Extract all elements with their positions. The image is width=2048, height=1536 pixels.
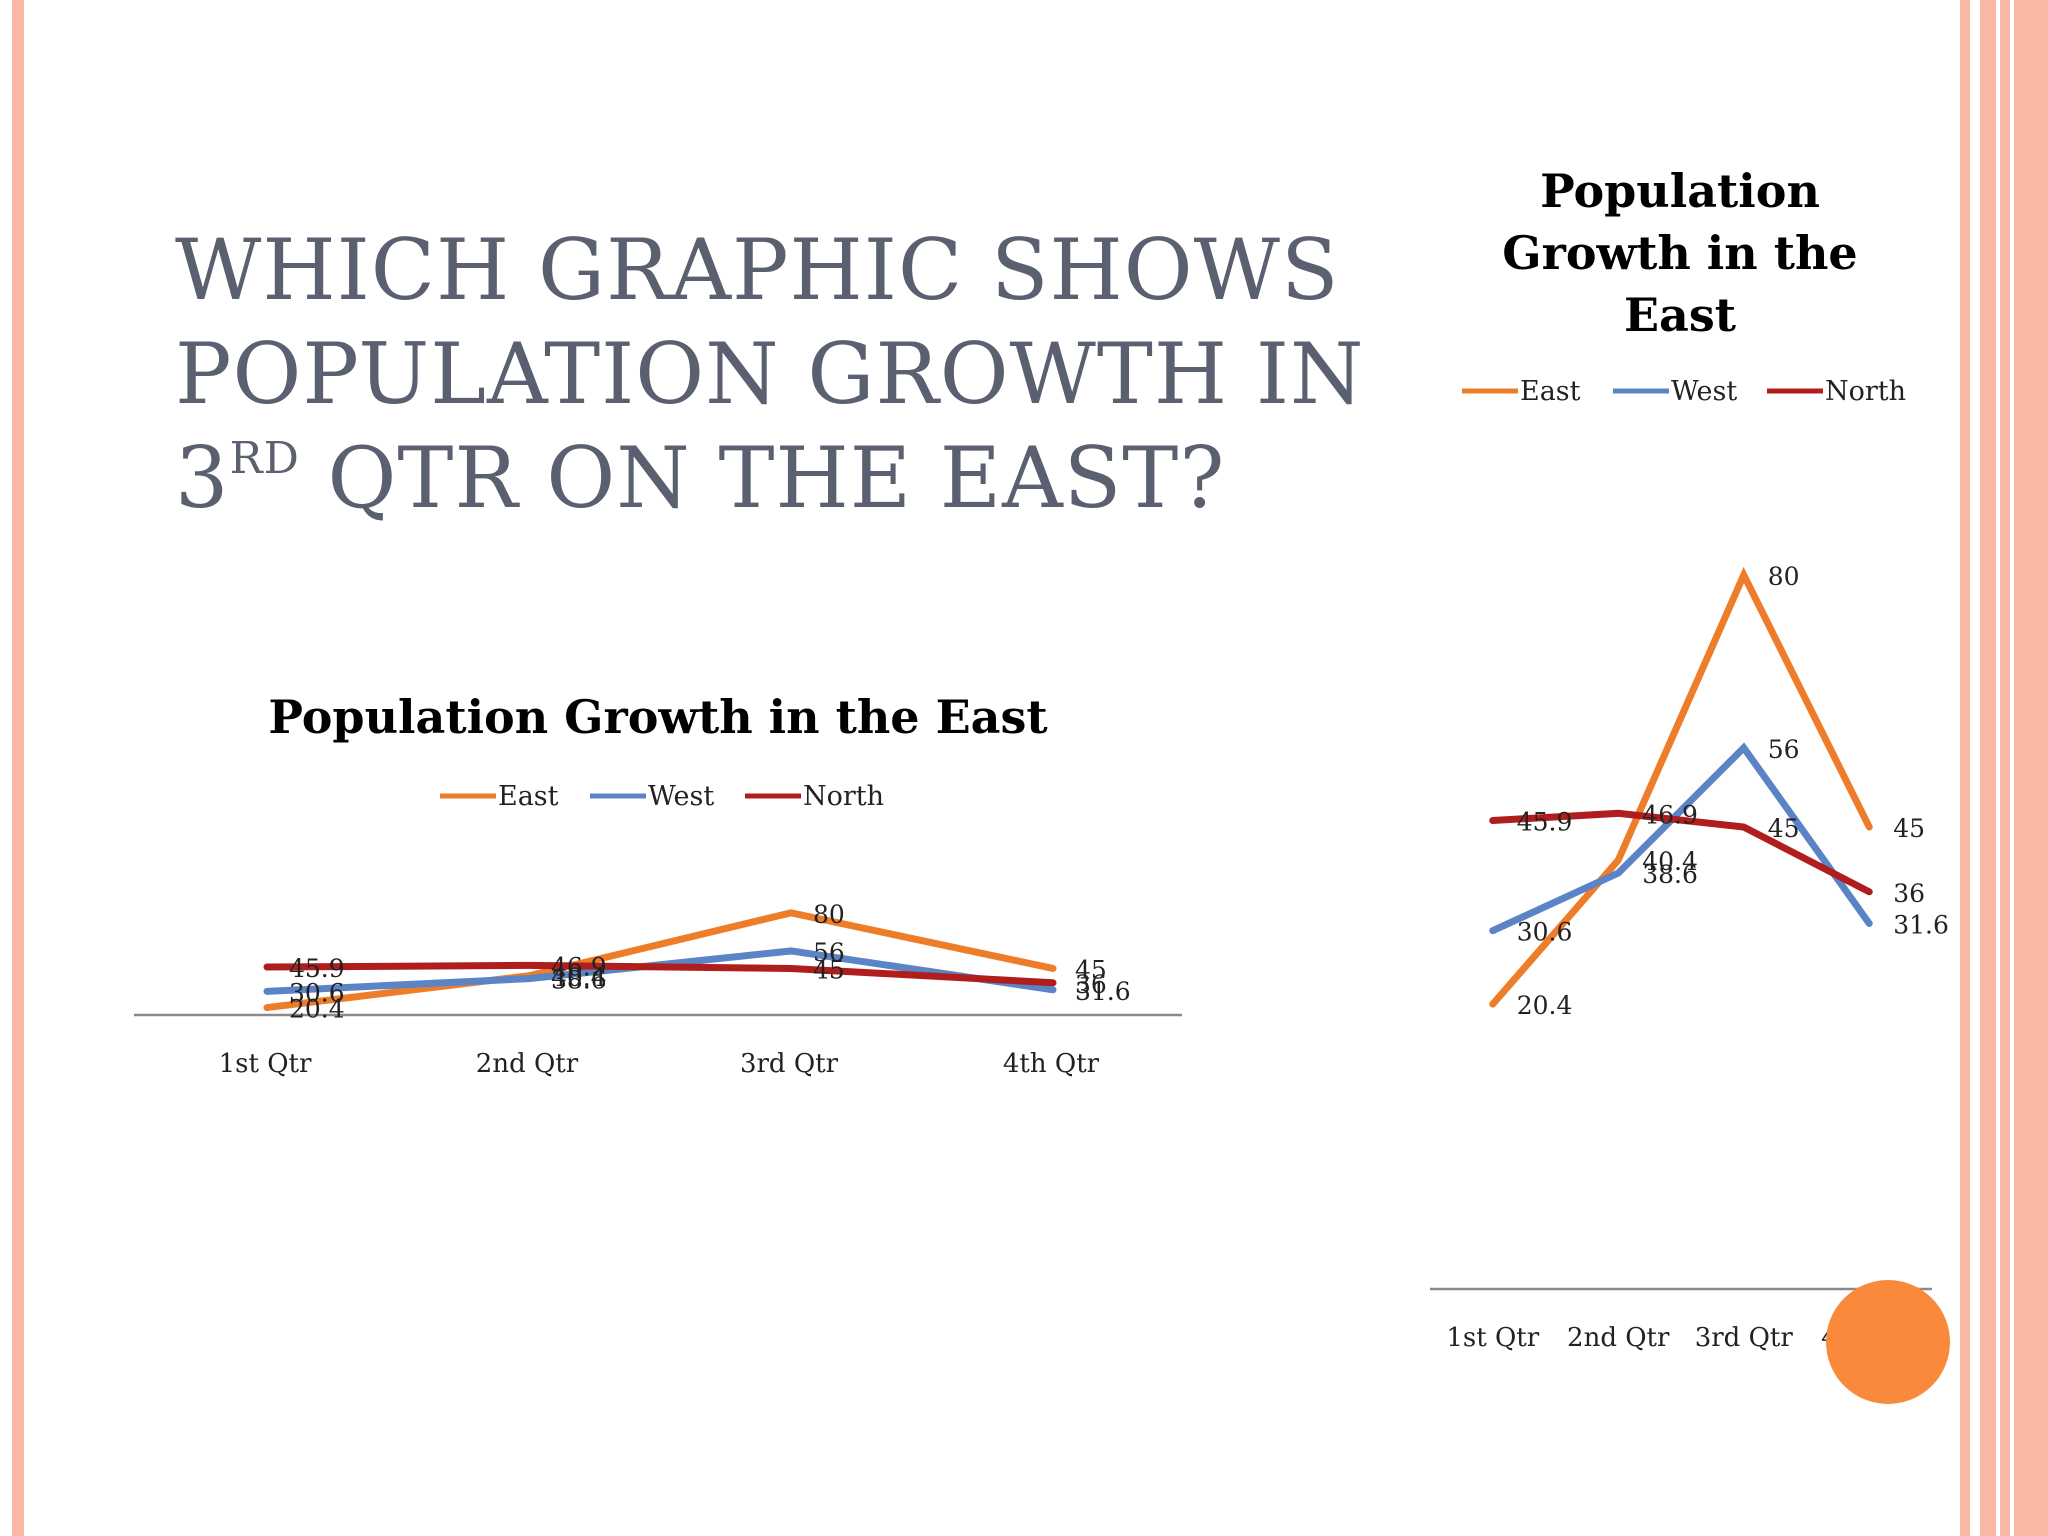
chart2-legend-label-north: North: [1825, 376, 1906, 407]
chart1-data-label-north: 36: [1075, 970, 1107, 999]
chart2-legend-label-west: West: [1671, 376, 1737, 407]
slide-border-left: [12, 0, 24, 1536]
chart1-data-label-east: 80: [813, 900, 845, 929]
slide-border-right-inner: [1960, 0, 1970, 1536]
chart1-data-label-north: 45.9: [289, 954, 345, 983]
chart-wide: Population Growth in the East East West Nor…: [134, 690, 1182, 1079]
chart2-data-label-north: 46.9: [1642, 800, 1698, 829]
slide-border-right-gap-2: [2010, 0, 2014, 1536]
chart1-data-label-east: 40.4: [551, 963, 607, 992]
chart2-data-label-north: 45.9: [1517, 808, 1573, 837]
slide-border-right-outer: [1980, 0, 2048, 1536]
chart2-data-label-east: 80: [1768, 562, 1800, 591]
chart2-title: East: [1624, 288, 1737, 342]
chart1-title: Population Growth in the East: [268, 690, 1048, 744]
chart-tall: Population Growth in the East East West North…: [1430, 164, 1949, 1353]
chart2-series-line-north: [1489, 809, 1873, 896]
slide-title-end: QTR ON THE EAST?: [299, 429, 1226, 527]
chart1-x-tick-label: 1st Qtr: [219, 1049, 312, 1079]
chart1-x-tick-label: 4th Qtr: [1003, 1049, 1100, 1079]
chart1-x-tick-label: 2nd Qtr: [476, 1049, 579, 1079]
chart2-data-label-west: 38.6: [1642, 860, 1698, 889]
chart1-x-tick-label: 3rd Qtr: [740, 1049, 839, 1079]
chart2-data-label-west: 30.6: [1517, 918, 1573, 947]
slide-border-right-gap: [1996, 0, 2000, 1536]
chart2-x-tick-label: 1st Qtr: [1446, 1323, 1539, 1353]
chart2-series-line-east: [1489, 566, 1873, 1008]
slide-title-superscript: RD: [229, 433, 300, 484]
chart1-data-label-east: 45: [1075, 955, 1107, 984]
chart2-legend-label-east: East: [1520, 376, 1581, 407]
chart2-x-tick-label: 3rd Qtr: [1695, 1323, 1794, 1353]
chart1-series-line-west: [263, 947, 1057, 995]
highlight-circle: [1826, 1280, 1950, 1404]
chart1-data-label-west: 31.6: [1075, 977, 1131, 1006]
chart1-data-label-north: 46.9: [551, 952, 607, 981]
chart2-data-label-east: 45: [1893, 814, 1925, 843]
chart1-data-label-north: 45: [813, 955, 845, 984]
chart1-legend-label-east: East: [498, 781, 559, 812]
chart1-series-line-east: [263, 909, 1057, 1012]
chart2-data-label-north: 45: [1768, 814, 1800, 843]
chart1-data-label-west: 38.6: [551, 966, 607, 995]
chart1-series-line-north: [263, 961, 1057, 987]
chart2-x-tick-label: 2nd Qtr: [1567, 1323, 1670, 1353]
chart2-title: Growth in the: [1502, 226, 1857, 280]
chart2-data-label-north: 36: [1893, 879, 1925, 908]
chart2-series-line-west: [1489, 742, 1873, 935]
chart1-data-label-east: 20.4: [289, 995, 345, 1024]
chart1-legend-label-west: West: [648, 781, 714, 812]
slide-title-main: WHICH GRAPHIC SHOWS POPULATION GROWTH IN…: [175, 221, 1365, 527]
chart2-data-label-east: 20.4: [1517, 991, 1573, 1020]
chart1-legend-label-north: North: [803, 781, 884, 812]
chart2-data-label-west: 56: [1768, 735, 1800, 764]
slide-title: WHICH GRAPHIC SHOWS POPULATION GROWTH IN…: [175, 218, 1375, 530]
chart1-data-label-west: 30.6: [289, 978, 345, 1007]
chart1-data-label-west: 56: [813, 938, 845, 967]
chart2-title: Population: [1540, 164, 1820, 218]
chart2-data-label-east: 40.4: [1642, 847, 1698, 876]
chart2-data-label-west: 31.6: [1893, 910, 1949, 939]
